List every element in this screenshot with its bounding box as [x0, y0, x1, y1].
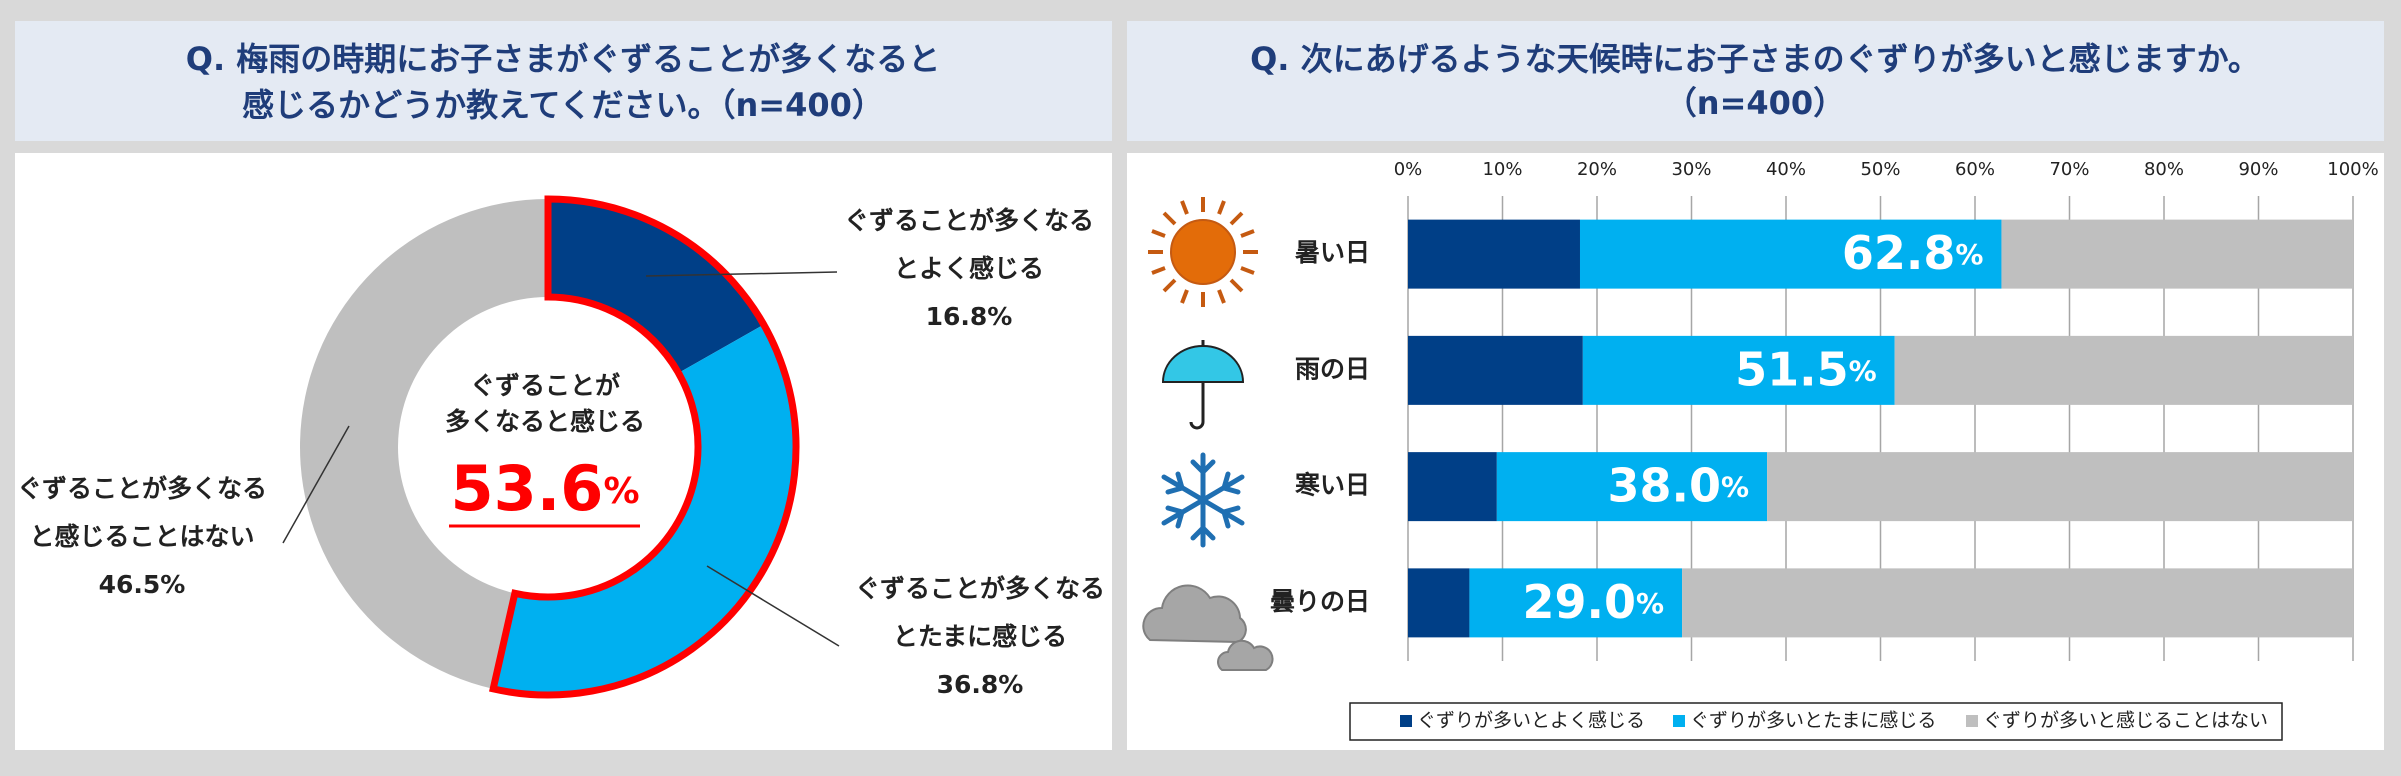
leader-line: [706, 565, 840, 647]
snowflake-icon: [1161, 452, 1245, 548]
value-label: 46.5%: [99, 570, 186, 599]
x-tick-label: 80%: [2144, 159, 2184, 180]
category-label: とよく感じる: [894, 254, 1044, 283]
umbrella-icon: [1161, 340, 1245, 430]
category-label: 暑い日: [1295, 238, 1370, 267]
total-number: 29.0: [1522, 574, 1636, 628]
bar-segment: [2001, 219, 2353, 289]
total-unit: %: [1721, 471, 1749, 504]
category-label: 雨の日: [1295, 354, 1370, 383]
left-title-panel: [15, 21, 1112, 141]
highlight-outline: [489, 195, 800, 699]
bar-segment: [1408, 335, 1583, 405]
center-label: 多くなると感じる: [445, 407, 645, 436]
total-number: 51.5: [1735, 342, 1849, 396]
donut-segment: [300, 199, 548, 689]
x-tick-label: 90%: [2238, 159, 2278, 180]
center-value: 53.6%: [450, 452, 639, 525]
total-number: 38.0: [1608, 458, 1722, 512]
category-label: ぐずることが多くなる: [855, 574, 1105, 603]
bar-segment: [1582, 335, 1895, 405]
category-label: 寒い日: [1295, 471, 1370, 500]
bar-segment: [1767, 452, 2353, 522]
total-unit: %: [1849, 354, 1877, 387]
category-label: とたまに感じる: [893, 622, 1067, 651]
chart-title: （n=400）: [1665, 84, 1845, 122]
cloud-icon: [1142, 584, 1274, 671]
bar-segment: [1469, 568, 1683, 638]
legend-label: ぐずりが多いとたまに感じる: [1690, 710, 1936, 732]
leader-line: [645, 271, 838, 277]
legend-swatch: [1966, 715, 1978, 727]
x-tick-label: 60%: [1955, 159, 1995, 180]
legend-box: [1349, 702, 2283, 741]
category-label: ぐずることが多くなる: [17, 474, 267, 503]
right-title-panel: [1127, 21, 2384, 141]
chart-title: 感じるかどうか教えてください。（n=400）: [242, 86, 884, 124]
total-label: 51.5%: [1735, 342, 1877, 396]
bar-segment: [1579, 219, 2002, 289]
bar-segment: [1408, 452, 1497, 522]
total-unit: %: [1955, 238, 1983, 271]
center-label: ぐずることが: [470, 371, 620, 400]
bar-segment: [1408, 219, 1580, 289]
donut-segment: [493, 324, 796, 695]
sun-icon: [1148, 197, 1258, 307]
category-label: ぐずることが多くなる: [844, 206, 1094, 235]
legend-swatch: [1400, 715, 1412, 727]
legend-label: ぐずりが多いとよく感じる: [1417, 710, 1645, 732]
x-tick-label: 70%: [2049, 159, 2089, 180]
total-unit: %: [1636, 587, 1664, 620]
total-label: 62.8%: [1842, 226, 1984, 280]
x-tick-label: 10%: [1482, 159, 1522, 180]
donut-segment: [548, 199, 764, 373]
x-tick-label: 30%: [1671, 159, 1711, 180]
leader-line: [282, 425, 350, 544]
center-value-number: 53.6: [450, 452, 603, 525]
legend-swatch: [1673, 715, 1685, 727]
total-label: 29.0%: [1522, 574, 1664, 628]
total-number: 62.8: [1842, 226, 1956, 280]
value-label: 16.8%: [926, 302, 1013, 331]
total-label: 38.0%: [1608, 458, 1750, 512]
legend-label: ぐずりが多いと感じることはない: [1983, 710, 2268, 732]
bar-segment: [1496, 452, 1768, 522]
bar-segment: [1682, 568, 2353, 638]
category-label: 曇りの日: [1270, 587, 1370, 616]
bar-segment: [1408, 568, 1470, 638]
x-tick-label: 50%: [1860, 159, 1900, 180]
center-value-unit: %: [603, 471, 639, 512]
x-tick-label: 100%: [2327, 159, 2378, 180]
x-tick-label: 0%: [1394, 159, 1423, 180]
bar-segment: [1894, 335, 2353, 405]
x-tick-label: 40%: [1766, 159, 1806, 180]
x-tick-label: 20%: [1577, 159, 1617, 180]
value-label: 36.8%: [937, 670, 1024, 699]
category-label: と感じることはない: [29, 522, 254, 551]
chart-title: Q. 次にあげるような天候時にお子さまのぐずりが多いと感じますか。: [1250, 40, 2260, 78]
chart-title: Q. 梅雨の時期にお子さまがぐずることが多くなると: [186, 40, 941, 78]
